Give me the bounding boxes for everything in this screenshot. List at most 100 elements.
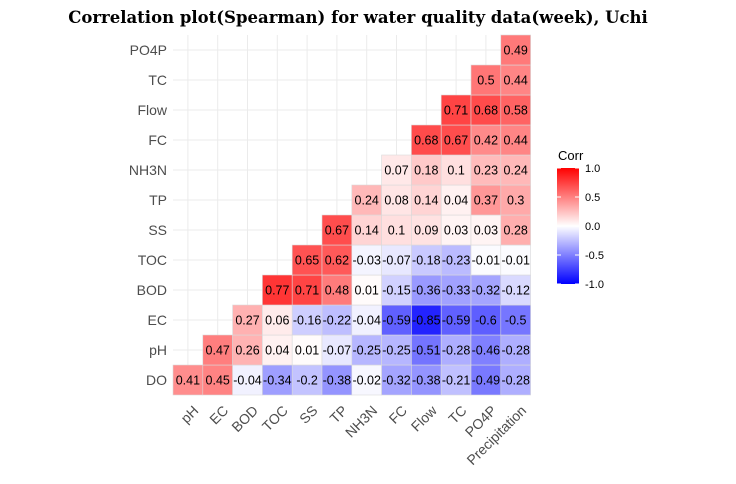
heatmap-cell [381, 274, 412, 306]
heatmap-cell [381, 364, 412, 396]
cell-value-label: 0.28 [504, 224, 528, 238]
cell-value-label: 0.01 [355, 284, 379, 298]
cell-value-label: 0.03 [444, 224, 468, 238]
cell-value-label: -0.07 [323, 344, 352, 358]
cell-value-label: -0.16 [293, 314, 322, 328]
cell-value-label: 0.1 [447, 164, 464, 178]
cell-value-label: 0.48 [325, 284, 349, 298]
heatmap-cell [500, 364, 531, 396]
cell-value-label: -0.25 [352, 344, 381, 358]
heatmap-cell [381, 184, 412, 216]
heatmap-cell [470, 94, 502, 126]
cell-value-label: 0.23 [474, 164, 498, 178]
y-tick-label: PO4P [130, 42, 167, 58]
heatmap-cell [500, 64, 531, 96]
cell-value-label: 0.04 [444, 194, 468, 208]
cell-value-label: 0.65 [295, 254, 319, 268]
heatmap-cell [172, 364, 204, 396]
heatmap-cell [470, 124, 502, 156]
y-tick-label: TP [149, 192, 167, 208]
heatmap-cell [202, 364, 233, 396]
cell-value-label: 0.14 [414, 194, 438, 208]
cell-value-label: 0.26 [235, 344, 259, 358]
heatmap-cell [500, 304, 531, 336]
legend-tick-label: 0.0 [585, 221, 600, 233]
cell-value-label: 0.5 [477, 74, 494, 88]
y-tick-label: DO [146, 372, 167, 388]
heatmap-cell [411, 184, 442, 216]
y-tick-label: SS [148, 222, 167, 238]
heatmap-cell [440, 334, 472, 366]
cell-value-label: -0.49 [472, 374, 501, 388]
legend-tick-label: 1.0 [585, 163, 600, 175]
cell-value-label: -0.04 [233, 374, 262, 388]
heatmap-cell [202, 334, 233, 366]
cell-value-label: 0.67 [444, 134, 468, 148]
heatmap-cell [440, 124, 472, 156]
cell-value-label: -0.12 [501, 284, 530, 298]
heatmap-cell [440, 94, 472, 126]
cell-value-label: 0.3 [507, 194, 524, 208]
cell-value-label: 0.62 [325, 254, 349, 268]
cell-value-label: -0.2 [296, 374, 318, 388]
x-tick-label: NH3N [342, 402, 380, 440]
x-tick-label: TP [326, 402, 350, 426]
cell-value-label: -0.34 [263, 374, 292, 388]
heatmap-cell [440, 244, 472, 276]
cell-value-label: 0.24 [355, 194, 379, 208]
heatmap-cell [291, 244, 323, 276]
cell-value-label: 0.71 [295, 284, 319, 298]
heatmap-cell [351, 274, 382, 306]
heatmap-cell [470, 334, 502, 366]
legend-ticks: 1.0 0.5 0.0 -0.5 -1.0 [557, 163, 604, 291]
heatmap-cell [500, 274, 531, 306]
y-tick-label: EC [148, 312, 167, 328]
cell-value-label: -0.18 [412, 254, 441, 268]
cell-value-label: 0.49 [504, 44, 528, 58]
cell-value-label: 0.09 [414, 224, 438, 238]
cell-value-label: 0.1 [388, 224, 405, 238]
y-tick-label: BOD [137, 282, 167, 298]
heatmap-cell [470, 274, 502, 306]
heatmap-cell [411, 274, 442, 306]
heatmap-cell [381, 244, 412, 276]
legend-tick-label: 0.5 [585, 192, 600, 204]
cell-value-label: 0.37 [474, 194, 498, 208]
cell-value-label: 0.44 [504, 74, 528, 88]
cell-value-label: 0.45 [206, 374, 230, 388]
heatmap-cell [470, 154, 502, 186]
cell-value-label: 0.44 [504, 134, 528, 148]
heatmap-cell [470, 304, 502, 336]
heatmap-cell [411, 334, 442, 366]
heatmap-cell [232, 304, 263, 336]
legend-title: Corr [558, 148, 584, 163]
heatmap-cell [470, 214, 502, 246]
cell-value-label: 0.14 [355, 224, 379, 238]
x-tick-label: pH [177, 402, 201, 426]
cell-value-label: 0.47 [206, 344, 230, 358]
cell-value-label: -0.59 [382, 314, 411, 328]
cell-value-label: -0.28 [442, 344, 471, 358]
cell-value-label: 0.27 [235, 314, 259, 328]
heatmap-cell [351, 304, 382, 336]
x-tick-label: Flow [408, 402, 441, 435]
heatmap-cell [262, 274, 293, 306]
heatmap-cell [291, 274, 323, 306]
y-tick-label: TC [148, 72, 167, 88]
heatmap-cell [500, 214, 531, 246]
cell-value-label: 0.58 [504, 104, 528, 118]
heatmap-cell [351, 364, 382, 396]
heatmap-cell [470, 184, 502, 216]
cell-value-label: -0.28 [501, 374, 530, 388]
y-tick-label: TOC [138, 252, 167, 268]
cell-value-label: 0.67 [325, 224, 349, 238]
cell-value-label: 0.41 [176, 374, 200, 388]
y-tick-label: Flow [137, 102, 167, 118]
heatmap-cell [321, 274, 353, 306]
cell-value-label: -0.38 [412, 374, 441, 388]
heatmap-cell [351, 244, 382, 276]
legend: Corr 1.0 0.5 0.0 -0.5 -1.0 [557, 148, 604, 291]
y-tick-label: FC [148, 132, 167, 148]
